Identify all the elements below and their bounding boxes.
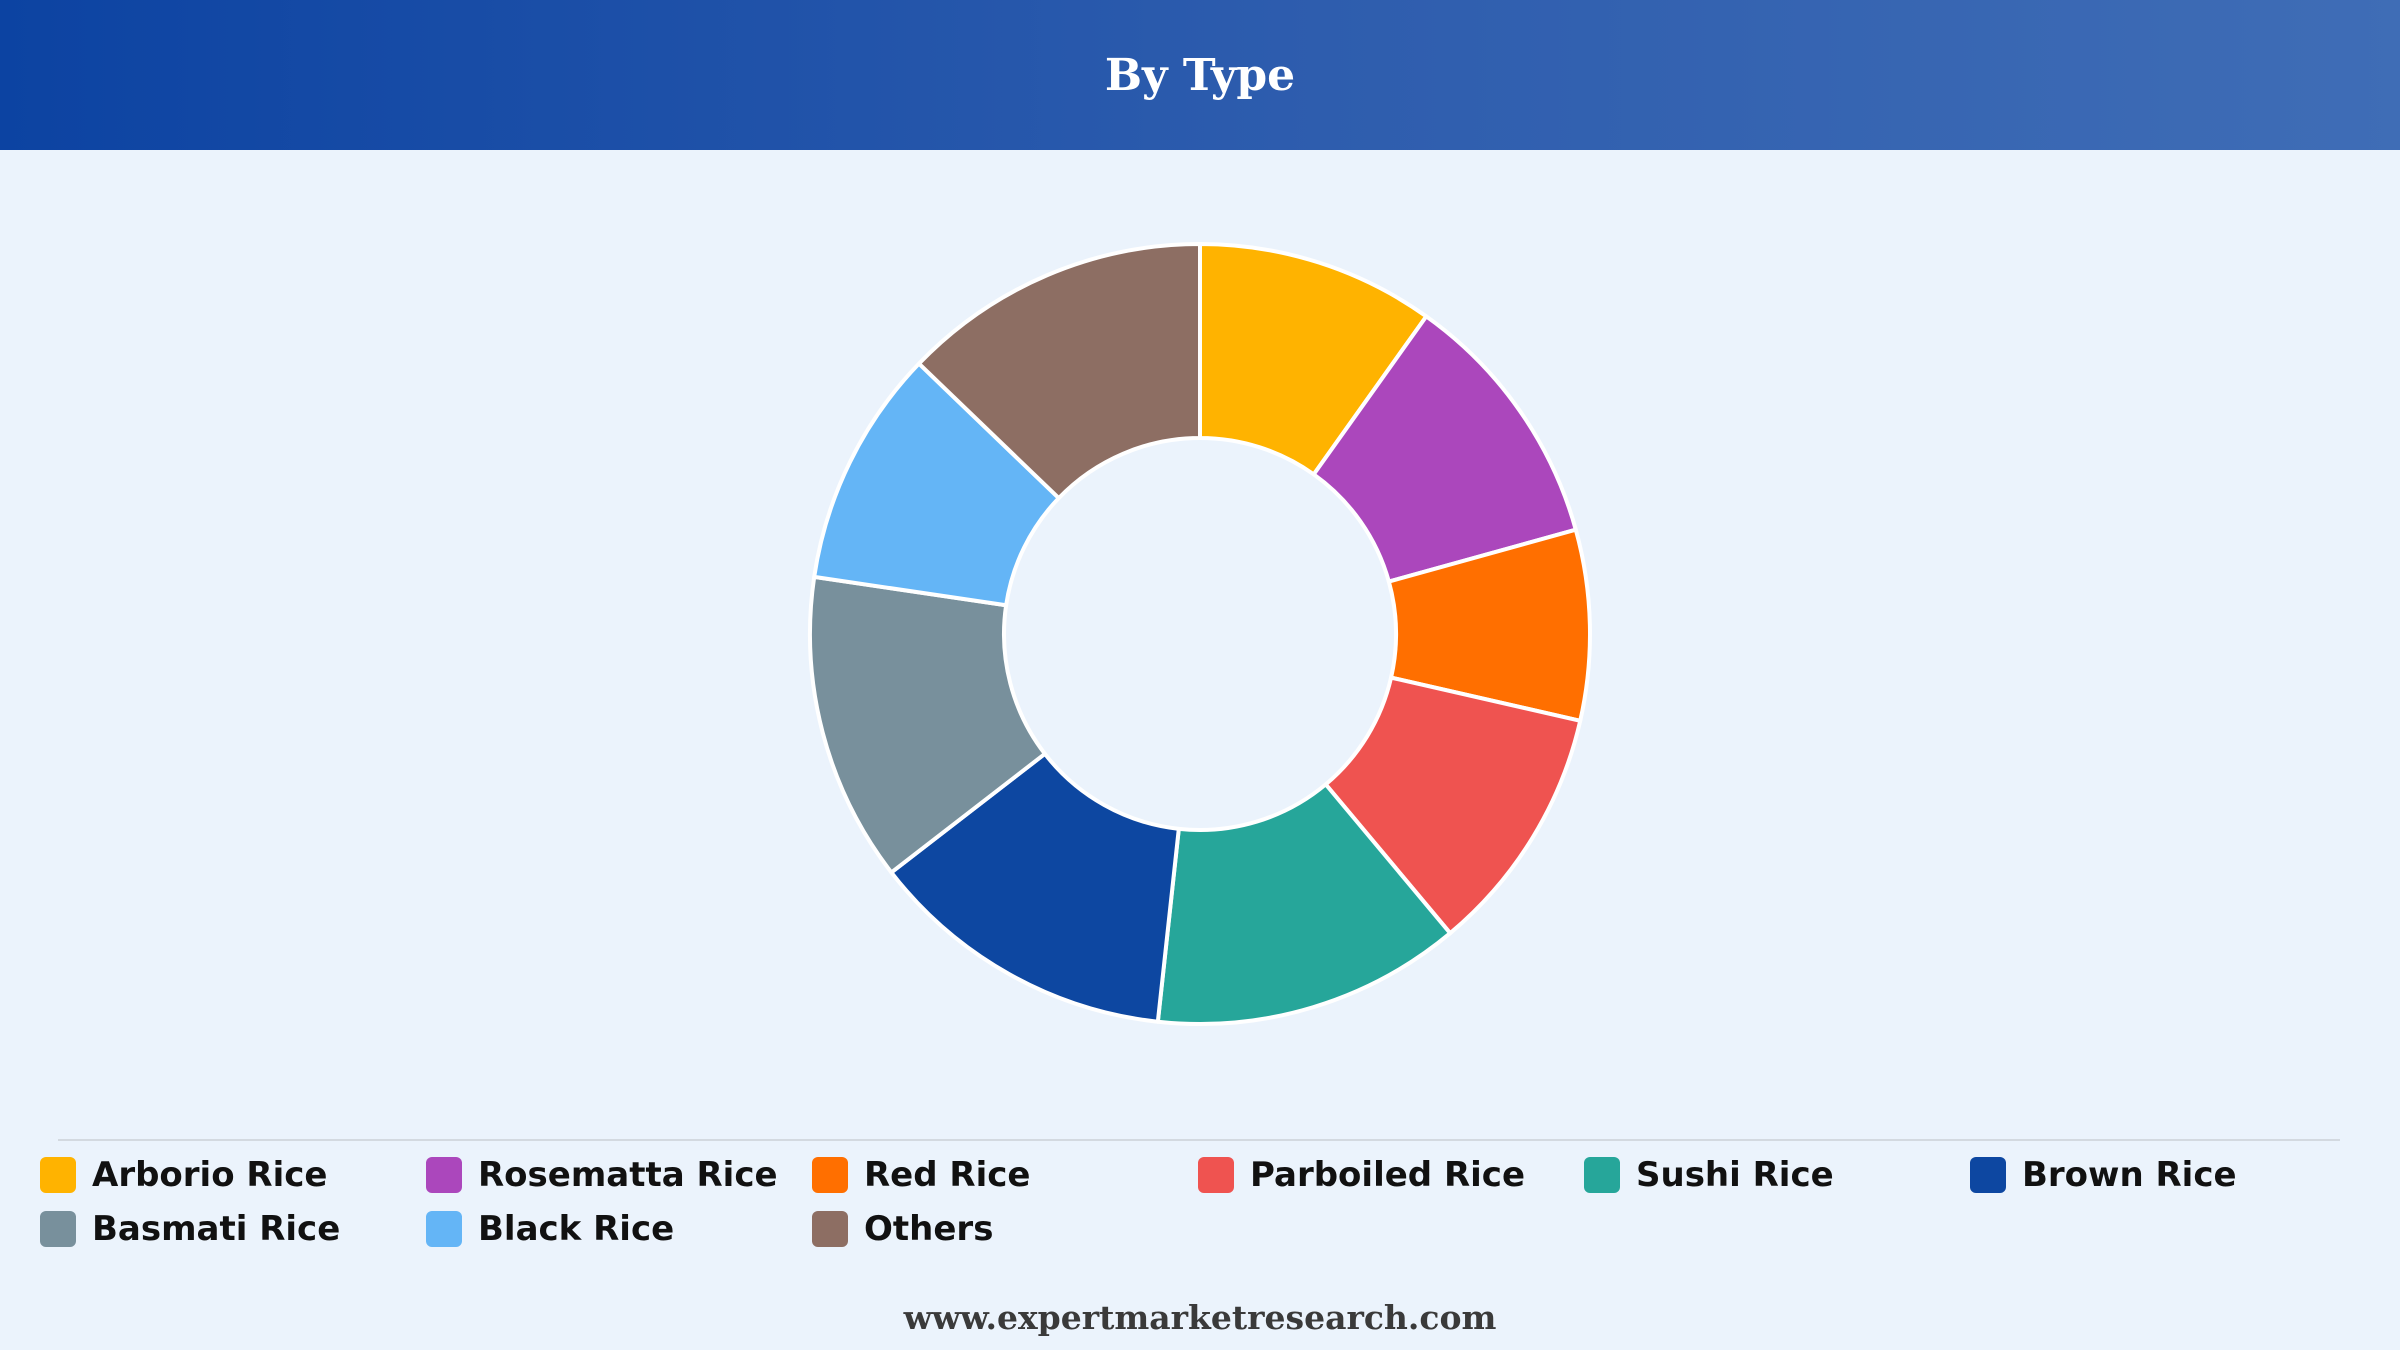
legend-swatch: [40, 1157, 76, 1193]
slice-rosematta-rice[interactable]: [1311, 314, 1578, 584]
legend-label: Parboiled Rice: [1250, 1155, 1526, 1195]
legend-item-arborio-rice[interactable]: Arborio Rice: [40, 1153, 327, 1197]
legend-item-rosematta-rice[interactable]: Rosematta Rice: [426, 1153, 778, 1197]
legend-label: Sushi Rice: [1636, 1155, 1834, 1195]
chart-legend: Arborio Rice Rosematta Rice Red Rice Parboi…: [40, 1153, 2360, 1263]
footer-website: www.expertmarketresearch.com: [903, 1298, 1497, 1337]
legend-swatch: [812, 1211, 848, 1247]
legend-label: Arborio Rice: [92, 1155, 328, 1195]
legend-swatch: [40, 1211, 76, 1247]
legend-swatch: [1970, 1157, 2006, 1193]
legend-item-others[interactable]: Others: [812, 1207, 993, 1251]
legend-swatch: [1584, 1157, 1620, 1193]
legend-item-red-rice[interactable]: Red Rice: [812, 1153, 1030, 1197]
legend-label: Brown Rice: [2022, 1155, 2237, 1195]
slice-sushi-rice[interactable]: [1155, 782, 1453, 1026]
legend-item-basmati-rice[interactable]: Basmati Rice: [40, 1207, 340, 1251]
donut-chart: [808, 242, 1592, 1026]
legend-divider: [58, 1139, 2340, 1141]
legend-swatch: [812, 1157, 848, 1193]
slice-brown-rice[interactable]: [889, 751, 1181, 1024]
donut-slices: [808, 242, 1592, 1026]
slice-parboiled-rice[interactable]: [1323, 675, 1583, 936]
legend-item-sushi-rice[interactable]: Sushi Rice: [1584, 1153, 1834, 1197]
legend-label: Others: [864, 1209, 994, 1249]
legend-swatch: [426, 1211, 462, 1247]
legend-label: Rosematta Rice: [478, 1155, 778, 1195]
header-banner: By Type: [0, 0, 2400, 150]
slice-basmati-rice[interactable]: [808, 574, 1047, 875]
legend-swatch: [1198, 1157, 1234, 1193]
page-title: By Type: [1104, 49, 1296, 101]
legend-swatch: [426, 1157, 462, 1193]
legend-label: Red Rice: [864, 1155, 1031, 1195]
slice-others[interactable]: [916, 242, 1202, 501]
legend-label: Basmati Rice: [92, 1209, 341, 1249]
legend-item-brown-rice[interactable]: Brown Rice: [1970, 1153, 2237, 1197]
legend-item-black-rice[interactable]: Black Rice: [426, 1207, 674, 1251]
legend-item-parboiled-rice[interactable]: Parboiled Rice: [1198, 1153, 1525, 1197]
legend-label: Black Rice: [478, 1209, 675, 1249]
